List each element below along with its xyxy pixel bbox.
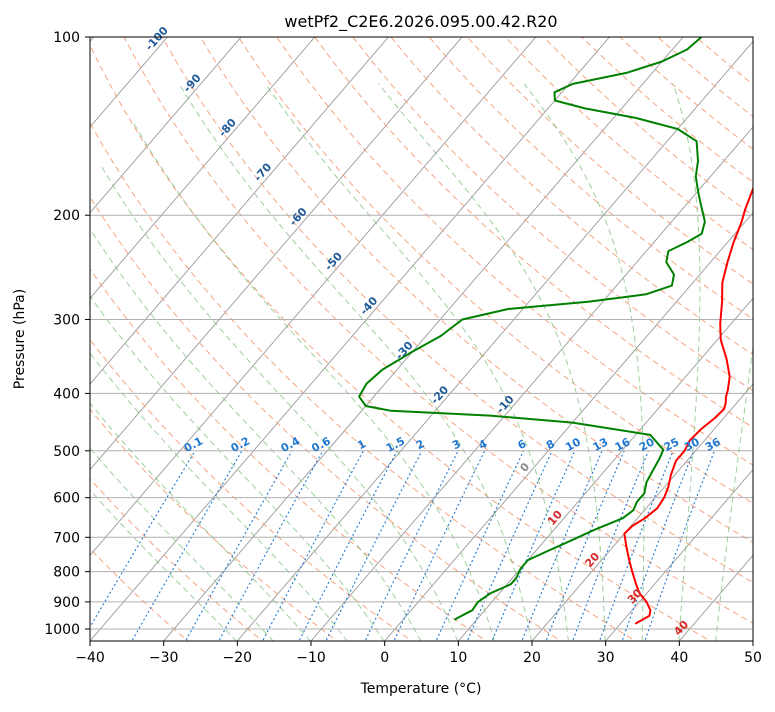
y-tick-label: 100 [53, 30, 80, 46]
x-tick-label: 10 [449, 650, 467, 666]
y-tick-label: 300 [53, 312, 80, 328]
y-axis-label: Pressure (hPa) [12, 289, 28, 389]
x-tick-label: 20 [523, 650, 541, 666]
x-tick-label: 50 [744, 650, 762, 666]
y-tick-label: 900 [53, 595, 80, 611]
y-tick-label: 1000 [44, 622, 80, 638]
y-tick-label: 600 [53, 491, 80, 507]
x-tick-label: −20 [223, 650, 253, 666]
x-tick-label: 40 [670, 650, 688, 666]
x-axis-label: Temperature (°C) [360, 681, 482, 697]
x-tick-label: −10 [296, 650, 326, 666]
y-tick-label: 800 [53, 565, 80, 581]
y-tick-label: 200 [53, 208, 80, 224]
x-tick-label: 30 [597, 650, 615, 666]
chart-title: wetPf2_C2E6.2026.095.00.42.R20 [284, 12, 557, 32]
y-tick-label: 400 [53, 386, 80, 402]
x-tick-label: 0 [380, 650, 389, 666]
x-tick-label: −30 [149, 650, 179, 666]
x-tick-label: −40 [75, 650, 105, 666]
y-tick-label: 500 [53, 444, 80, 460]
y-tick-label: 700 [53, 530, 80, 546]
